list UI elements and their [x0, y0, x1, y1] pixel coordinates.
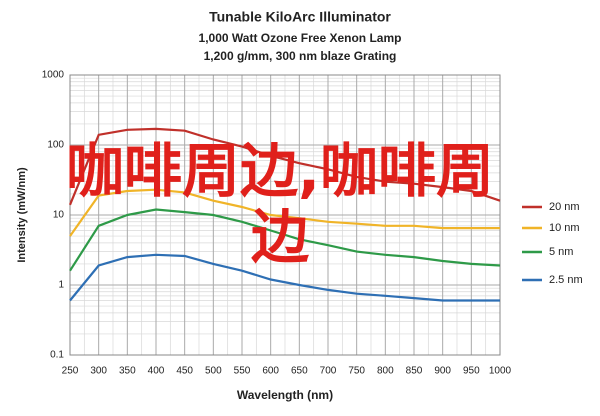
series-line [69, 188, 500, 237]
x-tick-label: 400 [148, 366, 165, 377]
x-tick-label: 450 [176, 366, 193, 377]
x-tick-label: 650 [291, 366, 308, 377]
y-tick-label: 0.1 [50, 350, 64, 361]
series-line [69, 208, 501, 272]
overlay-text: 咖啡周边,咖啡周边 [65, 137, 495, 271]
x-tick-label: 500 [205, 366, 222, 377]
y-tick-label: 100 [47, 140, 64, 151]
series-line [68, 127, 501, 206]
y-axis-label: Intensity (mW/nm) [16, 167, 28, 263]
y-tick-label: 1000 [42, 70, 65, 81]
x-tick-label: 600 [262, 366, 279, 377]
chart-title: Tunable KiloArc Illuminator [209, 9, 391, 25]
x-tick-label: 350 [119, 366, 136, 377]
x-axis-label: Wavelength (nm) [237, 388, 333, 402]
x-tick-label: 250 [62, 366, 79, 377]
legend-label: 5 nm [549, 246, 573, 258]
chart-subtitle: 1,000 Watt Ozone Free Xenon Lamp [199, 31, 402, 45]
plot-frame [69, 74, 501, 356]
x-tick-label: 300 [90, 366, 107, 377]
x-tick-label: 1000 [489, 366, 512, 377]
x-tick-label: 700 [320, 366, 337, 377]
x-tick-label: 850 [406, 366, 423, 377]
x-tick-label: 900 [434, 366, 451, 377]
y-tick-label: 1 [58, 280, 64, 291]
x-tick-label: 950 [463, 366, 480, 377]
series-line [69, 253, 500, 302]
legend-label: 20 nm [549, 201, 580, 213]
x-tick-label: 750 [348, 366, 365, 377]
legend-label: 10 nm [549, 222, 580, 234]
chart-subtitle: 1,200 g/mm, 300 nm blaze Grating [204, 49, 397, 63]
y-tick-label: 10 [53, 210, 65, 221]
legend-label: 2.5 nm [549, 274, 583, 286]
x-tick-label: 550 [234, 366, 251, 377]
x-tick-label: 800 [377, 366, 394, 377]
